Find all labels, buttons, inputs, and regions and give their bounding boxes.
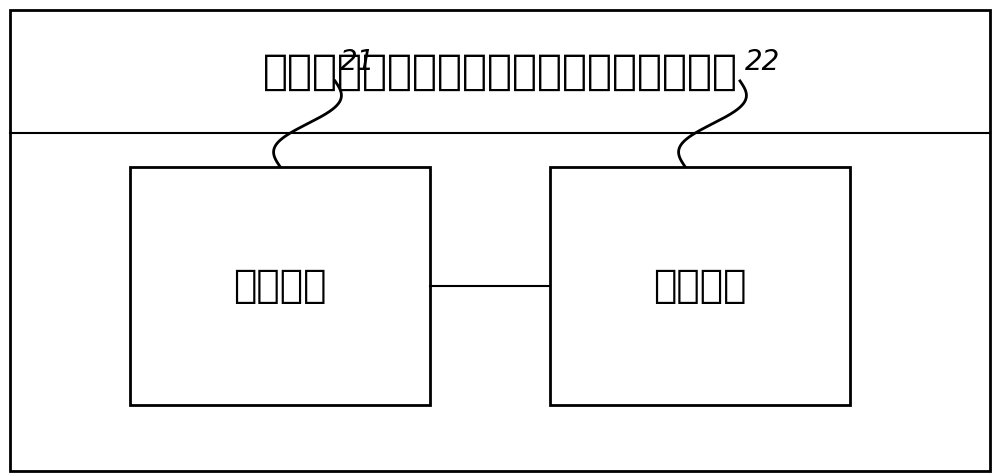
Text: 发送模块: 发送模块 xyxy=(233,267,327,305)
Text: 基于云平台路由服务器的车机数据传输系统: 基于云平台路由服务器的车机数据传输系统 xyxy=(262,50,738,92)
Text: 22: 22 xyxy=(745,48,780,76)
Bar xyxy=(130,167,430,405)
Bar xyxy=(550,167,850,405)
Text: 接收模块: 接收模块 xyxy=(653,267,747,305)
Text: 21: 21 xyxy=(340,48,375,76)
